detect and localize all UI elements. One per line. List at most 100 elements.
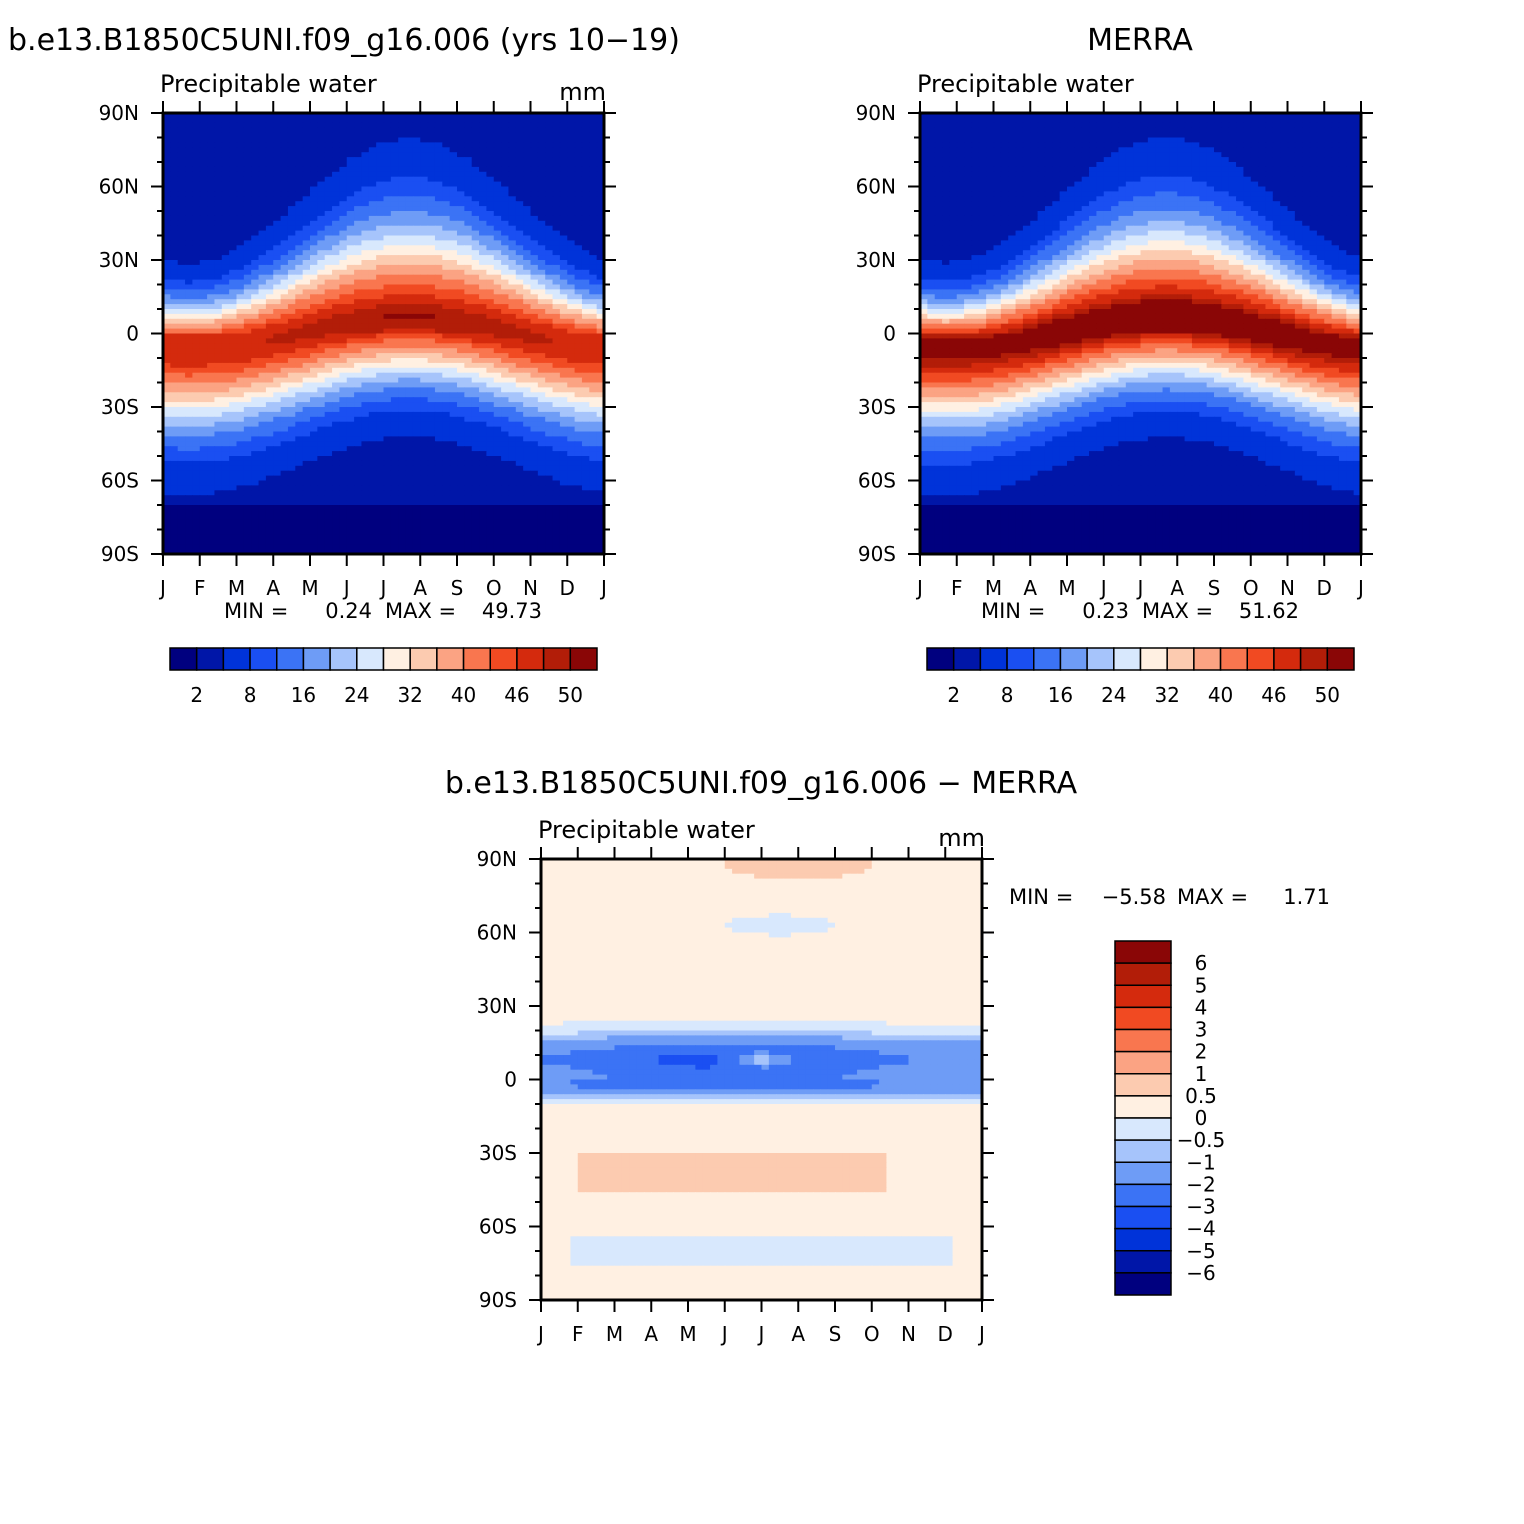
field-cell xyxy=(332,166,340,173)
field-cell xyxy=(427,274,436,281)
field-cell xyxy=(302,431,311,437)
field-cell xyxy=(317,162,326,168)
field-cell xyxy=(383,264,392,271)
field-cell xyxy=(346,382,355,388)
field-cell xyxy=(581,152,590,158)
field-cell xyxy=(493,348,502,354)
field-cell xyxy=(596,451,604,457)
field-cell xyxy=(486,436,495,442)
field-cell xyxy=(508,333,517,339)
field-cell xyxy=(229,358,238,364)
field-cell xyxy=(265,367,274,374)
field-cell xyxy=(449,147,458,153)
field-cell xyxy=(229,309,238,315)
field-cell xyxy=(258,372,267,379)
field-cell xyxy=(508,416,517,423)
field-cell xyxy=(398,122,407,129)
field-cell xyxy=(434,475,443,482)
field-cell xyxy=(449,514,458,521)
field-cell xyxy=(236,313,245,320)
field-cell xyxy=(552,225,561,232)
field-cell xyxy=(207,299,216,305)
field-cell xyxy=(280,426,289,433)
field-cell xyxy=(361,490,370,496)
field-cell xyxy=(589,387,598,393)
field-cell xyxy=(324,206,333,212)
field-cell xyxy=(530,132,539,139)
field-cell xyxy=(479,318,487,325)
field-cell xyxy=(537,475,546,482)
field-cell xyxy=(185,152,193,158)
field-cell xyxy=(376,255,385,261)
field-cell xyxy=(545,372,554,379)
field-cell xyxy=(332,397,340,403)
field-cell xyxy=(390,505,399,511)
field-cell xyxy=(449,191,458,197)
field-cell xyxy=(530,142,539,148)
field-cell xyxy=(361,397,370,403)
field-cell xyxy=(199,147,208,153)
field-cell xyxy=(273,255,282,261)
field-cell xyxy=(251,397,260,403)
field-cell xyxy=(471,377,480,384)
field-cell xyxy=(501,309,510,315)
field-cell xyxy=(177,176,186,183)
field-cell xyxy=(273,456,282,462)
field-cell xyxy=(310,181,318,188)
field-cell xyxy=(317,255,326,261)
field-cell xyxy=(559,416,568,423)
field-cell xyxy=(486,230,495,237)
field-cell xyxy=(199,274,208,281)
field-cell xyxy=(479,416,487,423)
field-cell xyxy=(523,186,532,192)
field-cell xyxy=(508,255,517,261)
field-cell xyxy=(581,147,590,153)
field-cell xyxy=(236,269,245,276)
field-cell xyxy=(567,171,576,178)
field-cell xyxy=(596,181,604,188)
field-cell xyxy=(471,299,480,305)
field-cell xyxy=(449,304,458,310)
field-cell xyxy=(493,235,502,241)
field-cell xyxy=(530,475,539,482)
field-cell xyxy=(185,113,193,119)
field-cell xyxy=(464,362,473,369)
field-cell xyxy=(515,147,524,153)
field-cell xyxy=(280,255,289,261)
field-cell xyxy=(376,392,385,398)
field-cell xyxy=(412,117,421,124)
field-cell xyxy=(405,500,414,506)
field-cell xyxy=(567,416,576,423)
field-cell xyxy=(177,304,186,310)
field-cell xyxy=(251,367,260,374)
field-cell xyxy=(207,162,216,168)
field-cell xyxy=(552,460,561,467)
field-cell xyxy=(471,225,480,232)
field-cell xyxy=(596,411,604,418)
field-cell xyxy=(383,274,392,281)
field-cell xyxy=(449,181,458,188)
field-cell xyxy=(530,431,539,437)
field-cell xyxy=(229,211,238,217)
field-cell xyxy=(280,480,289,486)
field-cell xyxy=(177,348,186,354)
field-cell xyxy=(449,382,458,388)
field-cell xyxy=(596,402,604,408)
field-cell xyxy=(163,328,171,335)
field-cell xyxy=(221,421,230,428)
field-cell xyxy=(508,451,517,457)
field-cell xyxy=(163,470,171,477)
field-cell xyxy=(199,186,208,192)
field-cell xyxy=(412,211,421,217)
field-cell xyxy=(361,117,370,124)
field-cell xyxy=(559,206,568,212)
field-cell xyxy=(457,509,465,516)
field-cell xyxy=(398,191,407,197)
field-cell xyxy=(581,196,590,202)
field-cell xyxy=(207,431,216,437)
field-cell xyxy=(258,426,267,433)
field-cell xyxy=(251,142,260,148)
field-cell xyxy=(221,367,230,374)
field-cell xyxy=(236,201,245,207)
field-cell xyxy=(420,372,429,379)
